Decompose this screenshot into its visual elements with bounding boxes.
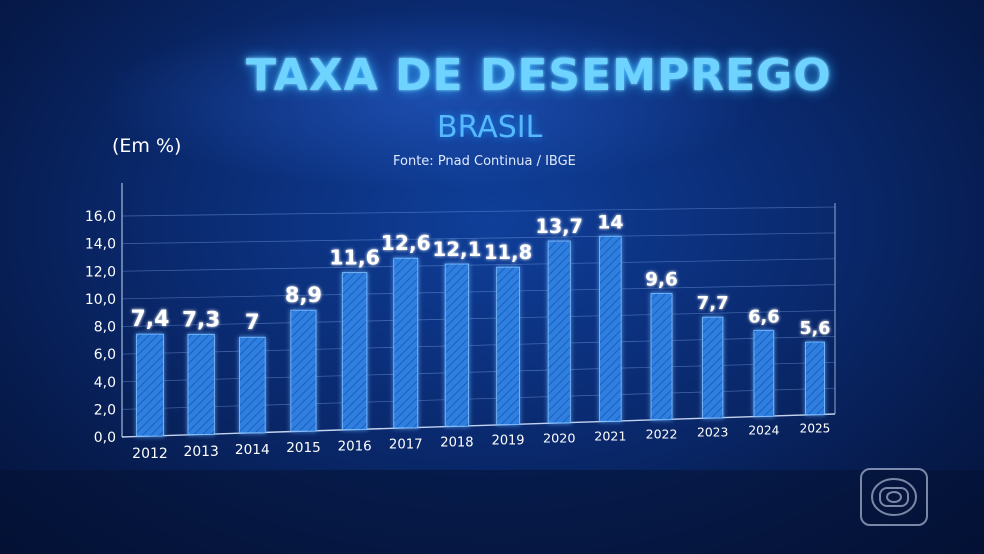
y-tick-label: 4,0 xyxy=(94,375,116,391)
gridline xyxy=(121,258,836,272)
bar-value-label: 13,7 xyxy=(536,215,583,238)
bar-value-label: 7,3 xyxy=(182,307,220,332)
y-tick-label: 12,0 xyxy=(85,264,116,280)
y-tick-label: 16,0 xyxy=(85,209,116,225)
x-tick-label: 2019 xyxy=(492,433,525,448)
y-tick-label: 14,0 xyxy=(85,237,116,253)
bar-value-label: 5,6 xyxy=(800,319,831,339)
x-tick-label: 2012 xyxy=(132,446,168,462)
x-tick-label: 2025 xyxy=(800,422,831,436)
gridline xyxy=(121,232,836,245)
bar-2021 xyxy=(599,235,622,422)
x-tick-label: 2018 xyxy=(440,435,473,450)
bar-2023 xyxy=(702,316,724,419)
bar-2014 xyxy=(239,336,266,434)
x-tick-label: 2016 xyxy=(338,439,372,454)
x-tick-label: 2020 xyxy=(543,431,576,446)
x-tick-label: 2015 xyxy=(286,440,320,456)
gridline xyxy=(121,335,836,355)
y-tick-label: 0,0 xyxy=(94,430,116,446)
bar-value-label: 12,6 xyxy=(381,231,431,255)
chart-title: TAXA DE DESEMPREGO xyxy=(246,50,832,101)
bar-value-label: 7,4 xyxy=(131,307,170,332)
chart-subtitle: BRASIL xyxy=(437,110,543,145)
bar-2020 xyxy=(547,240,571,424)
bar-2013 xyxy=(187,333,215,435)
x-tick-label: 2013 xyxy=(184,444,219,460)
x-tick-label: 2023 xyxy=(697,426,728,440)
bar-value-label: 7,7 xyxy=(697,293,729,314)
x-tick-label: 2017 xyxy=(389,437,423,452)
y-tick-label: 8,0 xyxy=(94,320,116,336)
y-tick-label: 10,0 xyxy=(85,292,116,308)
y-tick-label: 6,0 xyxy=(94,347,116,363)
y-axis-unit-label: (Em %) xyxy=(112,135,182,157)
bar-2025 xyxy=(805,341,826,416)
bar-value-label: 12,1 xyxy=(432,238,481,261)
tv-logo xyxy=(860,468,928,526)
bar-2015 xyxy=(290,309,317,432)
globe-logo-icon xyxy=(871,478,917,516)
bar-2018 xyxy=(444,263,470,427)
gridline xyxy=(121,387,836,410)
gridline xyxy=(121,310,836,327)
bar-value-label: 14 xyxy=(597,212,623,233)
y-tick-label: 2,0 xyxy=(94,402,116,418)
x-tick-label: 2021 xyxy=(594,429,626,444)
chart-source: Fonte: Pnad Continua / IBGE xyxy=(393,154,576,169)
bar-2012 xyxy=(136,333,164,437)
bar-2016 xyxy=(341,272,368,430)
bar-value-label: 8,9 xyxy=(285,283,322,307)
bar-2024 xyxy=(753,329,775,417)
gridline xyxy=(121,284,836,300)
x-tick-label: 2014 xyxy=(235,442,270,458)
bar-value-label: 11,6 xyxy=(329,246,380,270)
bar-2022 xyxy=(650,292,673,420)
gridline xyxy=(121,361,836,383)
bar-value-label: 7 xyxy=(245,310,260,335)
x-tick-label: 2024 xyxy=(748,424,779,438)
x-tick-label: 2022 xyxy=(646,427,678,442)
gridline xyxy=(121,206,836,217)
bar-value-label: 11,8 xyxy=(484,241,532,264)
bar-2017 xyxy=(393,257,419,429)
bar-2019 xyxy=(496,266,520,425)
bar-value-label: 6,6 xyxy=(748,306,780,327)
bar-value-label: 9,6 xyxy=(645,269,678,290)
